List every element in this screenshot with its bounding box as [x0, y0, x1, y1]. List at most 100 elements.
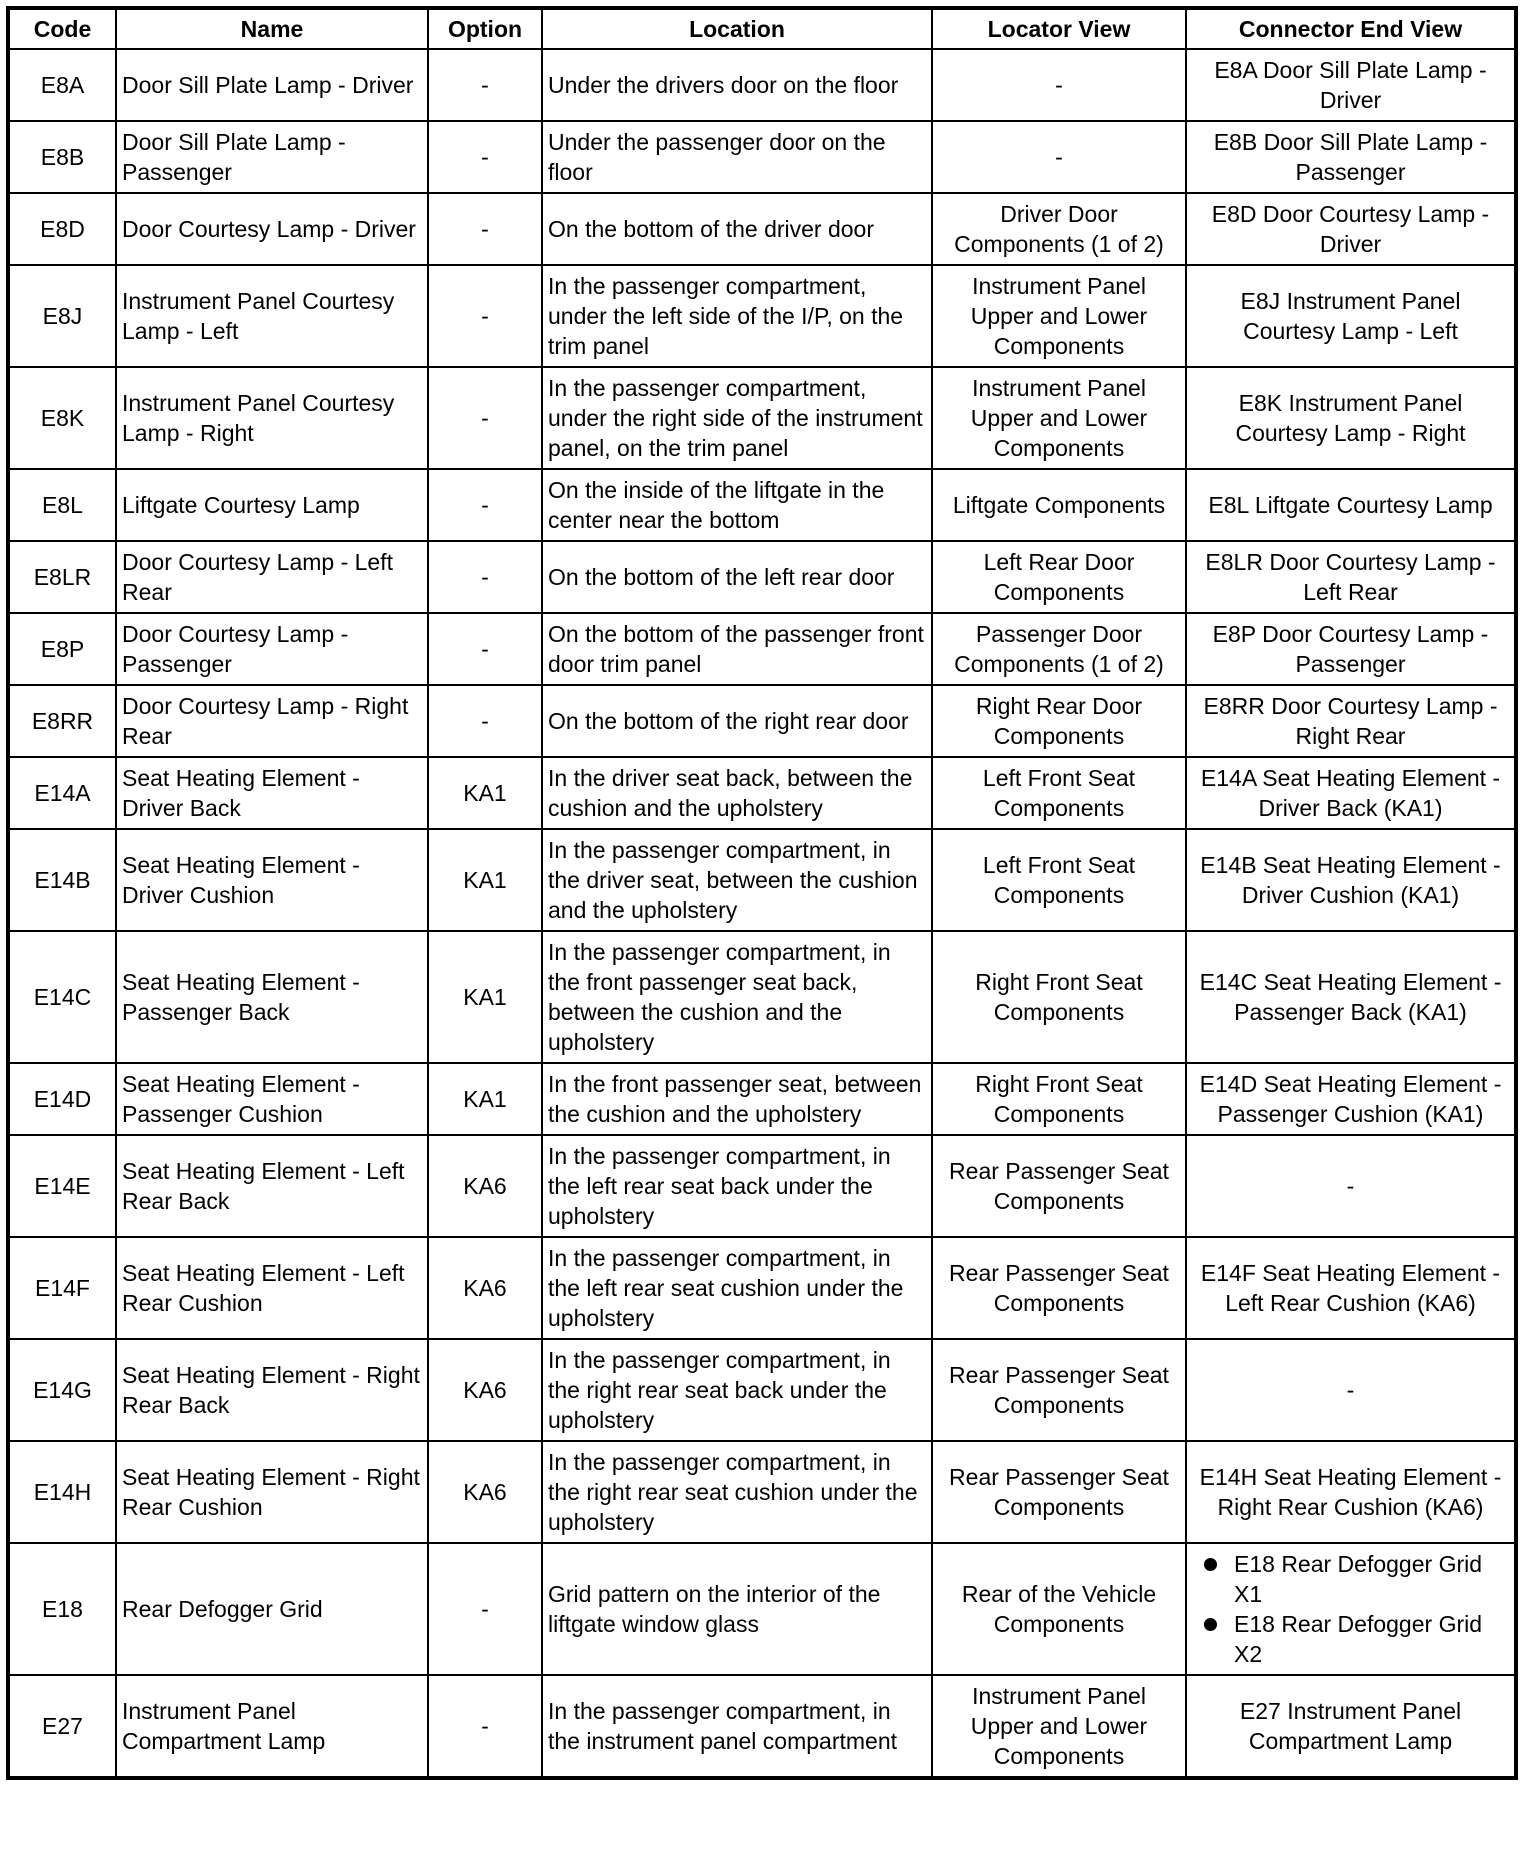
locator-view-cell: - [931, 120, 1187, 194]
connector-end-view-cell: E8A Door Sill Plate Lamp - Driver [1185, 48, 1517, 122]
code-cell: E8J [7, 264, 117, 368]
locator-view-cell: Instrument Panel Upper and Lower Compone… [931, 1674, 1187, 1779]
name-cell: Door Courtesy Lamp - Left Rear [115, 540, 429, 614]
option-cell: - [427, 48, 543, 122]
location-cell: In the passenger compartment, in the lef… [541, 1236, 933, 1340]
table-row: E14E Seat Heating Element - Left Rear Bac… [7, 1134, 1517, 1238]
location-cell: In the front passenger seat, between the… [541, 1062, 933, 1136]
code-cell: E14D [7, 1062, 117, 1136]
connector-end-view-cell: E8B Door Sill Plate Lamp - Passenger [1185, 120, 1517, 194]
connector-end-view-cell: E8K Instrument Panel Courtesy Lamp - Rig… [1185, 366, 1517, 470]
code-cell: E14H [7, 1440, 117, 1544]
code-cell: E18 [7, 1542, 117, 1676]
name-cell: Door Sill Plate Lamp - Driver [115, 48, 429, 122]
location-cell: On the bottom of the right rear door [541, 684, 933, 758]
connector-list: E18 Rear Defogger Grid X1 E18 Rear Defogg… [1192, 1549, 1509, 1669]
table-row: E8K Instrument Panel Courtesy Lamp - Righ… [7, 366, 1517, 470]
table-row: E14B Seat Heating Element - Driver Cushio… [7, 828, 1517, 932]
connector-list-item: E18 Rear Defogger Grid X1 [1204, 1549, 1509, 1609]
locator-view-cell: Right Rear Door Components [931, 684, 1187, 758]
code-cell: E14F [7, 1236, 117, 1340]
code-cell: E8LR [7, 540, 117, 614]
option-cell: - [427, 540, 543, 614]
name-cell: Rear Defogger Grid [115, 1542, 429, 1676]
header-row: Code Name Option Location Locator View C… [7, 7, 1517, 50]
code-cell: E14E [7, 1134, 117, 1238]
locator-view-cell: Instrument Panel Upper and Lower Compone… [931, 366, 1187, 470]
locator-view-cell: Rear Passenger Seat Components [931, 1440, 1187, 1544]
locator-view-cell: Instrument Panel Upper and Lower Compone… [931, 264, 1187, 368]
location-cell: In the passenger compartment, under the … [541, 264, 933, 368]
location-cell: On the bottom of the driver door [541, 192, 933, 266]
option-cell: - [427, 612, 543, 686]
location-cell: In the passenger compartment, in the ins… [541, 1674, 933, 1779]
connector-end-view-cell: E8RR Door Courtesy Lamp - Right Rear [1185, 684, 1517, 758]
locator-view-cell: Rear Passenger Seat Components [931, 1134, 1187, 1238]
table-row: E14G Seat Heating Element - Right Rear Ba… [7, 1338, 1517, 1442]
option-cell: KA6 [427, 1134, 543, 1238]
table-row: E18 Rear Defogger Grid - Grid pattern on th… [7, 1542, 1517, 1676]
table-row: E27 Instrument Panel Compartment Lamp - In … [7, 1674, 1517, 1779]
connector-end-view-cell: E14A Seat Heating Element - Driver Back … [1185, 756, 1517, 830]
option-cell: KA6 [427, 1440, 543, 1544]
table-row: E14H Seat Heating Element - Right Rear Cu… [7, 1440, 1517, 1544]
name-cell: Seat Heating Element - Left Rear Cushion [115, 1236, 429, 1340]
connector-table: Code Name Option Location Locator View C… [6, 6, 1518, 1780]
locator-view-cell: Right Front Seat Components [931, 1062, 1187, 1136]
code-cell: E8RR [7, 684, 117, 758]
name-cell: Door Courtesy Lamp - Right Rear [115, 684, 429, 758]
table-row: E14F Seat Heating Element - Left Rear Cus… [7, 1236, 1517, 1340]
locator-view-cell: Right Front Seat Components [931, 930, 1187, 1064]
locator-view-cell: Driver Door Components (1 of 2) [931, 192, 1187, 266]
option-cell: KA1 [427, 1062, 543, 1136]
table-row: E8J Instrument Panel Courtesy Lamp - Left… [7, 264, 1517, 368]
header-location: Location [541, 7, 933, 50]
header-code: Code [7, 7, 117, 50]
header-name: Name [115, 7, 429, 50]
locator-view-cell: Rear Passenger Seat Components [931, 1236, 1187, 1340]
code-cell: E8L [7, 468, 117, 542]
option-cell: - [427, 1542, 543, 1676]
location-cell: On the inside of the liftgate in the cen… [541, 468, 933, 542]
option-cell: - [427, 264, 543, 368]
table-row: E14A Seat Heating Element - Driver Back KA… [7, 756, 1517, 830]
location-cell: In the passenger compartment, in the lef… [541, 1134, 933, 1238]
connector-list-item: E18 Rear Defogger Grid X2 [1204, 1609, 1509, 1669]
name-cell: Seat Heating Element - Driver Cushion [115, 828, 429, 932]
location-cell: In the passenger compartment, in the rig… [541, 1338, 933, 1442]
name-cell: Instrument Panel Compartment Lamp [115, 1674, 429, 1779]
connector-end-view-cell: E14D Seat Heating Element - Passenger Cu… [1185, 1062, 1517, 1136]
name-cell: Seat Heating Element - Driver Back [115, 756, 429, 830]
name-cell: Seat Heating Element - Right Rear Cushio… [115, 1440, 429, 1544]
locator-view-cell: Passenger Door Components (1 of 2) [931, 612, 1187, 686]
code-cell: E14C [7, 930, 117, 1064]
code-cell: E27 [7, 1674, 117, 1779]
option-cell: - [427, 366, 543, 470]
connector-end-view-cell: E18 Rear Defogger Grid X1 E18 Rear Defogg… [1185, 1542, 1517, 1676]
name-cell: Seat Heating Element - Right Rear Back [115, 1338, 429, 1442]
option-cell: KA1 [427, 828, 543, 932]
table-row: E8LR Door Courtesy Lamp - Left Rear - On th… [7, 540, 1517, 614]
code-cell: E14B [7, 828, 117, 932]
name-cell: Door Sill Plate Lamp - Passenger [115, 120, 429, 194]
location-cell: In the passenger compartment, in the rig… [541, 1440, 933, 1544]
header-locator-view: Locator View [931, 7, 1187, 50]
name-cell: Seat Heating Element - Passenger Back [115, 930, 429, 1064]
table-row: E8D Door Courtesy Lamp - Driver - On the bo… [7, 192, 1517, 266]
table-row: E8RR Door Courtesy Lamp - Right Rear - On t… [7, 684, 1517, 758]
table-row: E8A Door Sill Plate Lamp - Driver - Under t… [7, 48, 1517, 122]
location-cell: Under the passenger door on the floor [541, 120, 933, 194]
name-cell: Seat Heating Element - Passenger Cushion [115, 1062, 429, 1136]
connector-end-view-cell: E14C Seat Heating Element - Passenger Ba… [1185, 930, 1517, 1064]
name-cell: Instrument Panel Courtesy Lamp - Left [115, 264, 429, 368]
option-cell: - [427, 120, 543, 194]
option-cell: - [427, 684, 543, 758]
header-option: Option [427, 7, 543, 50]
table-row: E8B Door Sill Plate Lamp - Passenger - Unde… [7, 120, 1517, 194]
table-row: E14D Seat Heating Element - Passenger Cus… [7, 1062, 1517, 1136]
option-cell: - [427, 192, 543, 266]
name-cell: Instrument Panel Courtesy Lamp - Right [115, 366, 429, 470]
locator-view-cell: Left Front Seat Components [931, 756, 1187, 830]
locator-view-cell: Left Front Seat Components [931, 828, 1187, 932]
connector-end-view-cell: E8D Door Courtesy Lamp - Driver [1185, 192, 1517, 266]
